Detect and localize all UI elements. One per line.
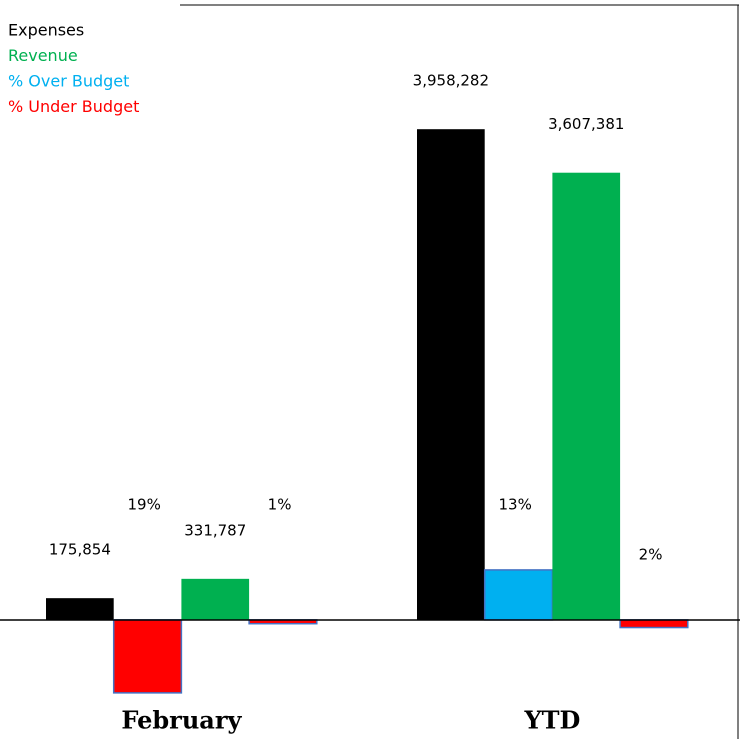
bar — [46, 598, 114, 620]
data-label: 13% — [498, 496, 531, 514]
data-label: 3,958,282 — [413, 72, 489, 90]
category-label: YTD — [523, 706, 580, 735]
legend: Expenses Revenue % Over Budget % Under Budg… — [8, 21, 139, 117]
bar — [181, 578, 250, 620]
data-label: 1% — [268, 496, 292, 514]
data-label: 331,787 — [184, 521, 246, 539]
data-label: 3,607,381 — [548, 115, 624, 133]
bar — [112, 619, 183, 694]
legend-entry: % Under Budget — [8, 97, 139, 116]
category-label: February — [121, 706, 242, 735]
legend-entry: Revenue — [8, 46, 78, 65]
legend-entry: % Over Budget — [8, 72, 129, 91]
bar — [417, 129, 485, 620]
bar — [483, 569, 554, 621]
legend-entry: Expenses — [8, 21, 84, 40]
bar — [619, 619, 689, 629]
data-label: 175,854 — [49, 541, 111, 559]
data-label: 2% — [639, 546, 663, 564]
bar — [552, 172, 621, 620]
data-label: 19% — [127, 496, 160, 514]
